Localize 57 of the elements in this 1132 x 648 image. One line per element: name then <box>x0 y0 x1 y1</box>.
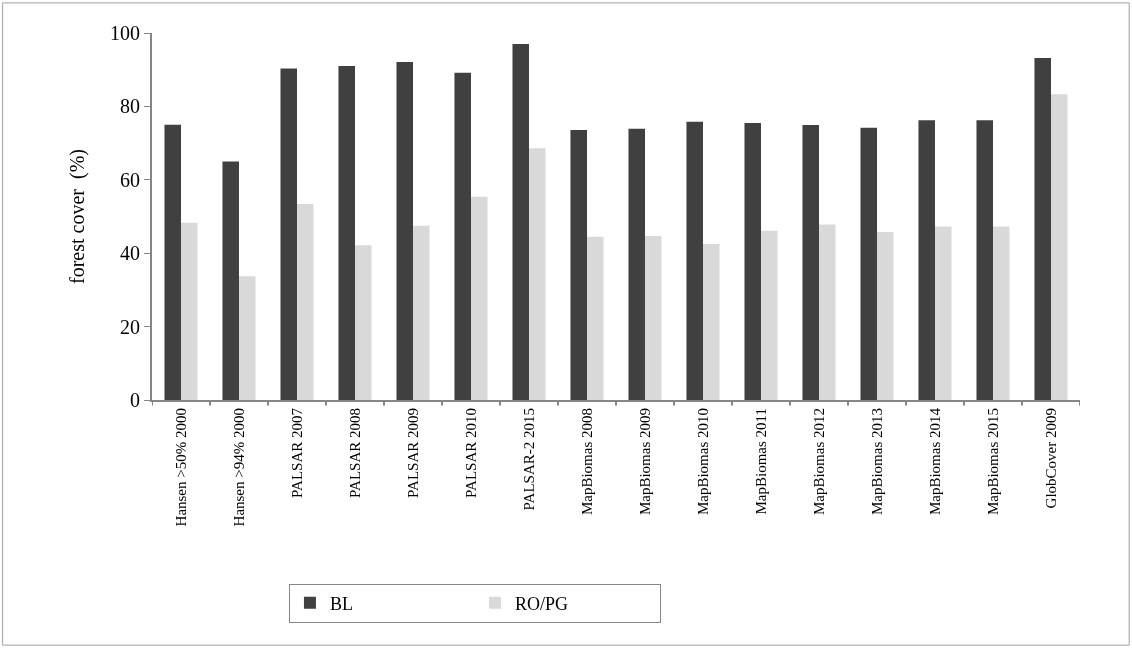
y-tick-label: 60 <box>120 168 140 191</box>
x-tick-label: MapBiomas 2010 <box>694 408 711 516</box>
x-tick-label: MapBiomas 2011 <box>752 408 769 515</box>
bar <box>935 226 952 400</box>
bar <box>239 276 256 400</box>
bar <box>181 222 198 400</box>
bar <box>645 235 662 400</box>
x-tick-label: Hansen >50% 2000 <box>172 408 189 527</box>
y-tick-label: 40 <box>120 242 140 265</box>
x-tick-label: MapBiomas 2013 <box>868 408 885 516</box>
bar <box>454 72 471 400</box>
bar <box>761 230 778 400</box>
x-tick-label: Hansen >94% 2000 <box>230 408 247 527</box>
bar <box>396 61 413 400</box>
bar <box>802 125 819 400</box>
y-tick-label: 0 <box>130 389 140 411</box>
x-tick-label: PALSAR-2 2015 <box>520 408 537 511</box>
y-axis-title: forest cover (%) <box>66 149 89 284</box>
bar <box>280 68 297 400</box>
bar <box>587 236 604 400</box>
bar <box>628 128 645 400</box>
bar <box>512 44 529 400</box>
bar <box>355 245 372 400</box>
bar <box>570 129 587 400</box>
bar <box>164 124 181 400</box>
x-tick-label: MapBiomas 2009 <box>636 408 653 516</box>
bar <box>819 224 836 400</box>
bar <box>877 231 894 400</box>
x-tick-label: PALSAR 2007 <box>288 407 305 498</box>
x-tick-label: GlobCover 2009 <box>1042 408 1059 509</box>
x-tick-label: PALSAR 2010 <box>462 408 479 498</box>
bar <box>297 204 314 400</box>
bar <box>471 196 488 400</box>
legend-label: RO/PG <box>514 593 568 614</box>
bar <box>338 66 355 400</box>
x-tick-label: MapBiomas 2014 <box>926 407 943 516</box>
x-tick-label: PALSAR 2009 <box>404 408 421 498</box>
x-tick-label: MapBiomas 2012 <box>810 408 827 516</box>
bar <box>993 226 1010 400</box>
bar <box>976 120 993 400</box>
bar <box>1034 57 1051 400</box>
x-tick-label: PALSAR 2008 <box>346 408 363 498</box>
bar <box>918 120 935 400</box>
y-tick-label: 100 <box>110 22 140 44</box>
bar <box>413 225 430 400</box>
legend-label: BL <box>329 593 353 614</box>
bar <box>860 127 877 400</box>
y-tick-label: 80 <box>120 95 140 118</box>
bar <box>529 148 546 400</box>
bar <box>686 121 703 400</box>
x-tick-label: MapBiomas 2008 <box>578 408 595 516</box>
y-tick-label: 20 <box>120 315 140 338</box>
bar <box>1051 94 1068 400</box>
bar <box>222 161 239 400</box>
x-tick-label: MapBiomas 2015 <box>984 408 1001 516</box>
bar <box>744 122 761 400</box>
bar <box>703 244 720 400</box>
